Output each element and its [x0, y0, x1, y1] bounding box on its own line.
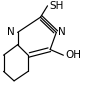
Text: N: N: [7, 27, 15, 37]
Text: SH: SH: [49, 1, 64, 11]
Text: N: N: [58, 27, 66, 37]
Text: OH: OH: [65, 50, 81, 60]
